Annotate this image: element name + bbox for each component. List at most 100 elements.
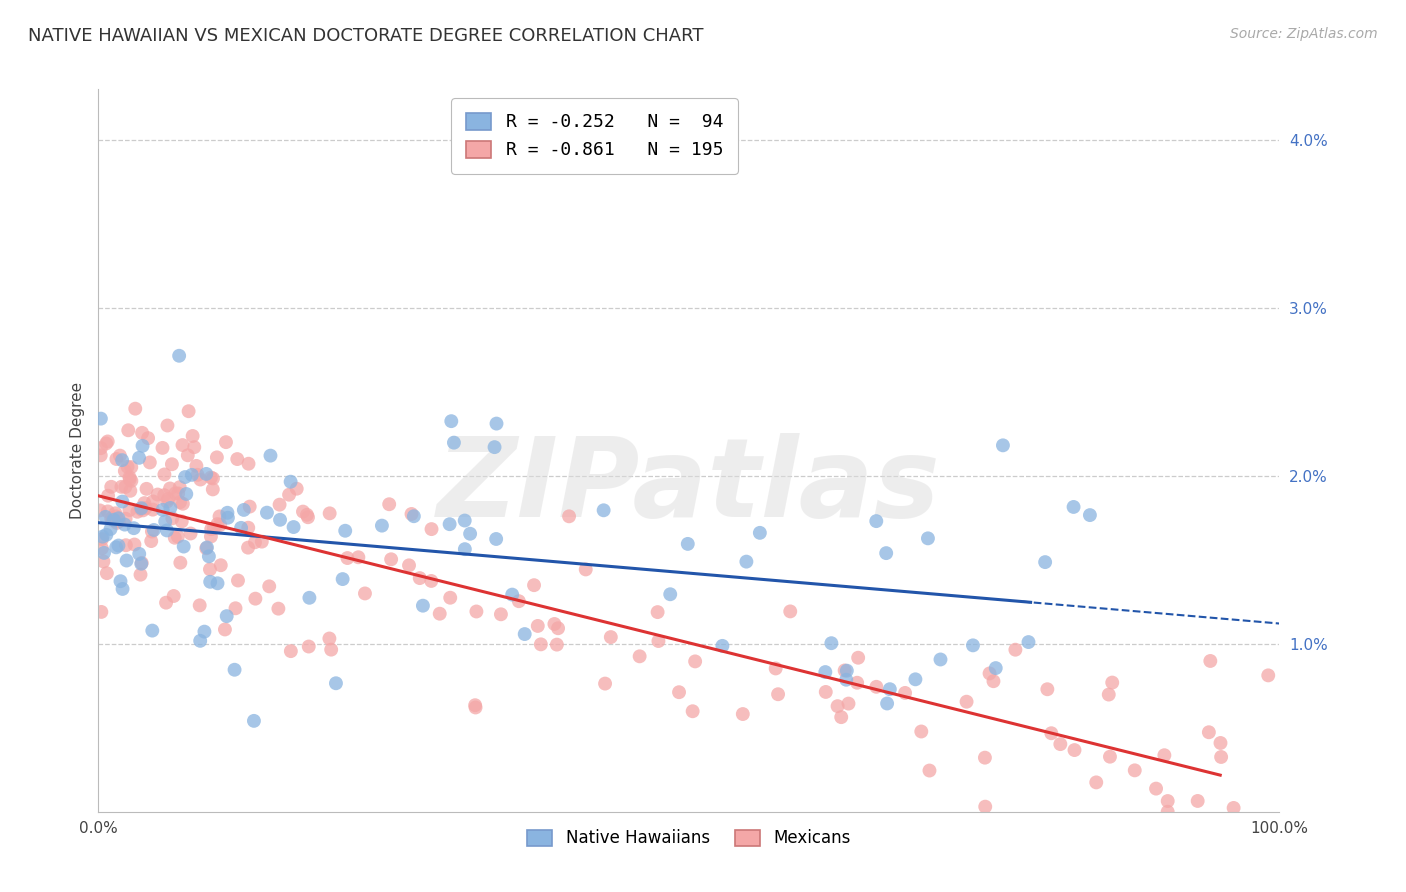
Point (96, 528, 118, 542)
Point (814, 665, 837, 679)
Point (208, 509, 231, 524)
Point (439, 517, 461, 532)
Point (160, 457, 183, 471)
Point (955, 695, 977, 709)
Point (1187, 794, 1209, 808)
Point (209, 558, 232, 573)
Point (835, 673, 858, 687)
Point (131, 501, 153, 516)
Point (93, 546, 115, 560)
Point (484, 440, 506, 454)
Point (200, 470, 222, 484)
Point (676, 537, 699, 551)
Point (910, 724, 932, 739)
Point (592, 503, 614, 517)
Point (420, 522, 443, 536)
Point (170, 515, 193, 529)
Point (1123, 764, 1146, 778)
Point (122, 521, 145, 535)
Point (202, 521, 225, 535)
Point (224, 663, 246, 677)
Point (105, 541, 128, 555)
Point (332, 572, 354, 586)
Text: NATIVE HAWAIIAN VS MEXICAN DOCTORATE DEGREE CORRELATION CHART: NATIVE HAWAIIAN VS MEXICAN DOCTORATE DEG… (28, 27, 703, 45)
Point (523, 578, 546, 592)
Point (177, 404, 200, 418)
Point (190, 473, 212, 487)
Point (91, 532, 114, 546)
Point (1098, 688, 1121, 702)
Point (834, 664, 856, 678)
Point (120, 474, 142, 488)
Point (111, 453, 134, 467)
Point (267, 601, 290, 615)
Point (153, 467, 176, 482)
Point (983, 674, 1005, 689)
Point (917, 532, 939, 546)
Point (1049, 737, 1071, 751)
Point (765, 661, 787, 675)
Point (177, 448, 200, 462)
Point (110, 480, 132, 494)
Point (135, 500, 157, 515)
Point (232, 503, 254, 517)
Point (146, 487, 169, 501)
Point (195, 541, 218, 555)
Point (318, 632, 340, 646)
Point (114, 512, 136, 526)
Point (250, 534, 273, 549)
Point (489, 607, 512, 622)
Point (464, 700, 486, 714)
Point (543, 617, 565, 632)
Point (243, 535, 266, 549)
Point (1033, 555, 1056, 569)
Point (195, 541, 218, 556)
Point (962, 638, 984, 652)
Point (347, 550, 370, 565)
Point (128, 450, 150, 465)
Point (354, 586, 377, 600)
Point (167, 349, 190, 363)
Point (239, 500, 262, 514)
Point (104, 509, 127, 524)
Point (485, 532, 508, 546)
Point (628, 649, 651, 664)
Point (575, 562, 598, 576)
Point (513, 627, 536, 641)
Point (454, 542, 477, 557)
Point (201, 483, 224, 497)
Point (94, 436, 117, 450)
Point (115, 553, 138, 567)
Point (280, 475, 302, 489)
Point (94, 509, 117, 524)
Point (214, 623, 236, 637)
Point (530, 637, 553, 651)
Point (1101, 675, 1123, 690)
Text: ZIPatlas: ZIPatlas (437, 434, 941, 540)
Point (846, 650, 869, 665)
Point (236, 541, 259, 555)
Point (599, 630, 621, 644)
Point (108, 449, 131, 463)
Point (336, 551, 359, 566)
Point (991, 438, 1014, 452)
Point (1153, 748, 1175, 763)
Point (215, 435, 238, 450)
Point (1156, 805, 1178, 819)
Point (1078, 508, 1101, 522)
Point (141, 534, 163, 549)
Point (90, 441, 112, 455)
Point (1063, 500, 1085, 514)
Point (124, 401, 146, 416)
Point (865, 514, 887, 528)
Point (105, 452, 128, 467)
Point (371, 518, 394, 533)
Point (830, 710, 852, 724)
Point (152, 503, 174, 517)
Point (124, 537, 146, 551)
Point (283, 520, 305, 534)
Point (298, 591, 321, 605)
Point (278, 488, 301, 502)
Point (172, 497, 194, 511)
Point (155, 596, 177, 610)
